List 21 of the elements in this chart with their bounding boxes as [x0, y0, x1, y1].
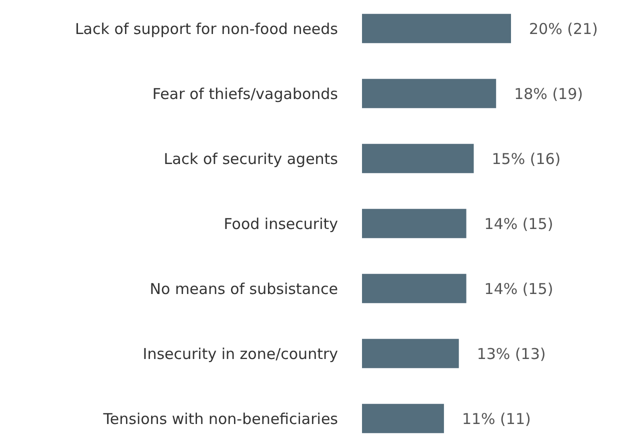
- y-tick-label: Lack of support for non-food needs: [74, 20, 338, 38]
- y-tick-label: Tensions with non-beneficiaries: [102, 410, 338, 428]
- y-tick-label: Insecurity in zone/country: [142, 344, 338, 363]
- data-label: 20% (21): [529, 20, 598, 38]
- bar: [362, 404, 444, 434]
- data-label: 14% (15): [484, 280, 554, 298]
- y-tick-label: Lack of security agents: [164, 150, 338, 168]
- data-label: 15% (16): [492, 150, 561, 168]
- bar: [362, 274, 466, 304]
- y-tick-label: Food insecurity: [224, 214, 338, 233]
- y-tick-label: Fear of thiefs/vagabonds: [152, 84, 338, 103]
- y-tick-label: No means of subsistance: [150, 280, 338, 298]
- data-label: 14% (15): [484, 214, 554, 233]
- data-label: 11% (11): [462, 410, 531, 428]
- data-label: 18% (19): [514, 84, 584, 103]
- bar: [362, 338, 459, 368]
- bar: [362, 144, 474, 174]
- data-label: 13% (13): [476, 344, 546, 363]
- bar: [362, 208, 466, 238]
- bar: [362, 14, 511, 44]
- bar: [362, 78, 496, 108]
